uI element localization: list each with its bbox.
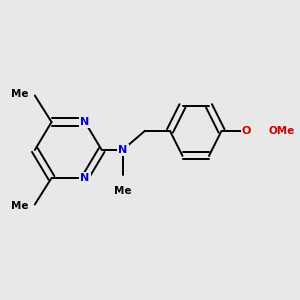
Text: OMe: OMe [269,126,295,136]
Text: N: N [80,173,90,183]
Text: N: N [118,145,127,155]
Text: Me: Me [114,186,131,196]
Text: N: N [80,117,90,127]
Text: Me: Me [11,89,28,99]
Text: O: O [242,126,251,136]
Text: Me: Me [11,201,28,211]
